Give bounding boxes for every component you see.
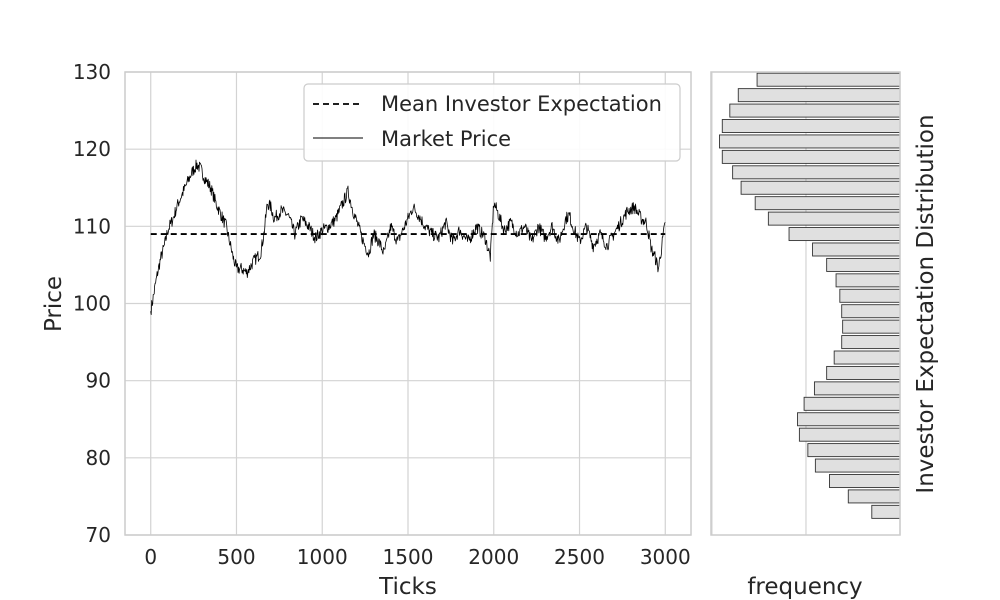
histogram-bar (754, 196, 901, 211)
x-tick-label: 500 (217, 545, 255, 569)
x-tick-label: 2000 (468, 545, 519, 569)
histogram-bar (847, 489, 901, 504)
histogram-axes-frame (710, 71, 901, 536)
y-tick-label: 100 (73, 292, 111, 316)
histogram-bar (807, 443, 901, 458)
histogram-bar (841, 335, 901, 350)
histogram-bar (839, 288, 901, 303)
histogram-bar (740, 180, 901, 195)
histogram-x-axis-label: frequency (747, 574, 862, 600)
y-tick-label: 110 (73, 214, 111, 238)
price-chart: 0 500 1000 1500 2000 2500 3000 70 80 90 100 110 120… (41, 60, 692, 600)
histogram-bar (826, 365, 901, 380)
market-price-line (150, 159, 666, 315)
price-axes-frame (124, 71, 692, 536)
histogram-bars (719, 72, 901, 519)
x-tick-label: 1500 (383, 545, 434, 569)
x-tick-label: 2500 (554, 545, 605, 569)
y-tick-label: 130 (73, 60, 111, 84)
y-tick-label: 70 (86, 523, 111, 547)
price-series (150, 159, 666, 315)
histogram-bar (737, 88, 901, 103)
x-axis-label: Ticks (378, 574, 437, 600)
histogram-bar (833, 350, 901, 365)
histogram-bar (842, 319, 901, 334)
x-tick-label: 0 (144, 545, 157, 569)
y-tick-labels: 70 80 90 100 110 120 130 (73, 60, 111, 547)
histogram-bar (732, 165, 901, 180)
legend-box (303, 83, 681, 162)
histogram-y-axis-label: Investor Expectation Distribution (913, 114, 939, 493)
y-tick-label: 80 (86, 446, 111, 470)
y-tick-label: 90 (86, 369, 111, 393)
legend: Mean Investor Expectation Market Price (303, 83, 681, 162)
histogram-bar (798, 427, 901, 442)
histogram-bar (767, 211, 901, 226)
expectation-histogram: frequency Investor Expectation Distribut… (710, 71, 939, 600)
histogram-bar (721, 149, 901, 164)
histogram-bar (829, 474, 901, 488)
y-tick-label: 120 (73, 137, 111, 161)
histogram-bar (812, 242, 901, 257)
histogram-bar (813, 381, 901, 396)
x-tick-labels: 0 500 1000 1500 2000 2500 3000 (144, 545, 690, 569)
histogram-bar (841, 304, 901, 319)
histogram-bar (826, 257, 901, 272)
histogram-bar (797, 412, 901, 427)
histogram-bar (729, 103, 901, 118)
histogram-bar (835, 273, 901, 288)
histogram-bar (871, 504, 901, 519)
histogram-bar (814, 458, 901, 473)
legend-label-market-price: Market Price (381, 127, 511, 151)
histogram-bar (719, 134, 901, 149)
histogram-bar (803, 396, 901, 411)
histogram-bar (788, 227, 901, 242)
x-tick-label: 3000 (640, 545, 691, 569)
histogram-bar (721, 119, 901, 133)
legend-label-mean-expectation: Mean Investor Expectation (381, 92, 662, 116)
x-tick-label: 1000 (297, 545, 348, 569)
y-axis-label: Price (41, 276, 67, 332)
histogram-bar (756, 72, 901, 87)
